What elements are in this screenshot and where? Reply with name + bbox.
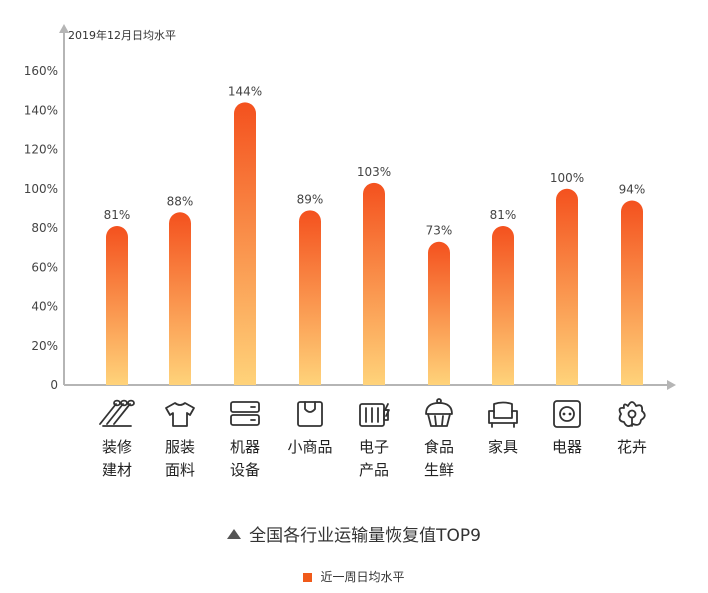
category-label-line: 建材 xyxy=(102,461,132,479)
category-label-line: 设备 xyxy=(230,461,260,479)
y-tick-label: 160% xyxy=(24,64,58,78)
data-label: 144% xyxy=(228,84,262,98)
y-tick-label: 40% xyxy=(31,300,58,314)
bar xyxy=(169,212,191,385)
category-label-line: 装修 xyxy=(102,438,132,456)
x-axis-arrow-icon xyxy=(667,380,676,390)
tshirt-icon xyxy=(165,402,195,427)
flower-icon xyxy=(618,401,646,427)
bar xyxy=(556,188,578,385)
y-axis-unit-label: 2019年12月日均水平 xyxy=(68,28,176,42)
y-tick-label: 140% xyxy=(24,103,58,117)
category-label-line: 花卉 xyxy=(617,438,647,456)
y-tick-label: 60% xyxy=(31,260,58,274)
category-label: 家具 xyxy=(488,438,518,456)
legend: 近一周日均水平 xyxy=(0,568,708,585)
bar xyxy=(106,226,128,385)
armchair-icon xyxy=(488,401,518,428)
y-tick-label: 0 xyxy=(50,378,58,392)
y-tick-label: 100% xyxy=(24,182,58,196)
category-label: 电器 xyxy=(552,438,582,456)
bar xyxy=(621,200,643,385)
category-label-line: 小商品 xyxy=(287,438,332,456)
legend-swatch xyxy=(303,573,313,582)
cupcake-icon xyxy=(425,398,453,427)
triangle-up-icon xyxy=(227,529,242,539)
category-label-line: 产品 xyxy=(359,461,389,479)
category-label: 花卉 xyxy=(617,438,647,456)
data-label: 94% xyxy=(619,183,646,197)
bar xyxy=(299,210,321,385)
data-label: 100% xyxy=(550,171,584,185)
category-label-line: 电器 xyxy=(552,438,582,456)
category-label-line: 机器 xyxy=(230,438,260,456)
y-axis-arrow-icon xyxy=(59,24,69,33)
data-label: 81% xyxy=(104,208,131,222)
category-label: 小商品 xyxy=(287,438,332,456)
bar xyxy=(492,226,515,385)
category-label-line: 生鲜 xyxy=(424,461,454,479)
data-label: 81% xyxy=(490,208,517,222)
category-label-line: 服装 xyxy=(165,438,195,456)
chart-title: 全国各行业运输量恢复值TOP9 xyxy=(0,521,708,546)
pipes-icon xyxy=(99,399,135,427)
battery-icon xyxy=(359,403,390,427)
chart-title-text: 全国各行业运输量恢复值TOP9 xyxy=(249,526,481,546)
category-label-line: 面料 xyxy=(165,461,195,479)
y-tick-label: 20% xyxy=(31,339,58,353)
bar xyxy=(234,102,256,385)
y-tick-label: 120% xyxy=(24,143,58,157)
legend-label: 近一周日均水平 xyxy=(320,570,405,584)
data-label: 73% xyxy=(426,224,453,238)
bar xyxy=(363,182,385,385)
category-label-line: 家具 xyxy=(488,438,518,456)
category-label-line: 食品 xyxy=(424,438,454,456)
y-tick-label: 80% xyxy=(31,221,58,235)
category-label-line: 电子 xyxy=(359,438,389,456)
socket-icon xyxy=(553,400,581,428)
bar xyxy=(428,241,450,385)
data-label: 103% xyxy=(357,165,391,179)
server-icon xyxy=(230,401,260,426)
shopping-bag-icon xyxy=(297,401,323,427)
data-label: 88% xyxy=(167,194,194,208)
data-label: 89% xyxy=(297,192,324,206)
